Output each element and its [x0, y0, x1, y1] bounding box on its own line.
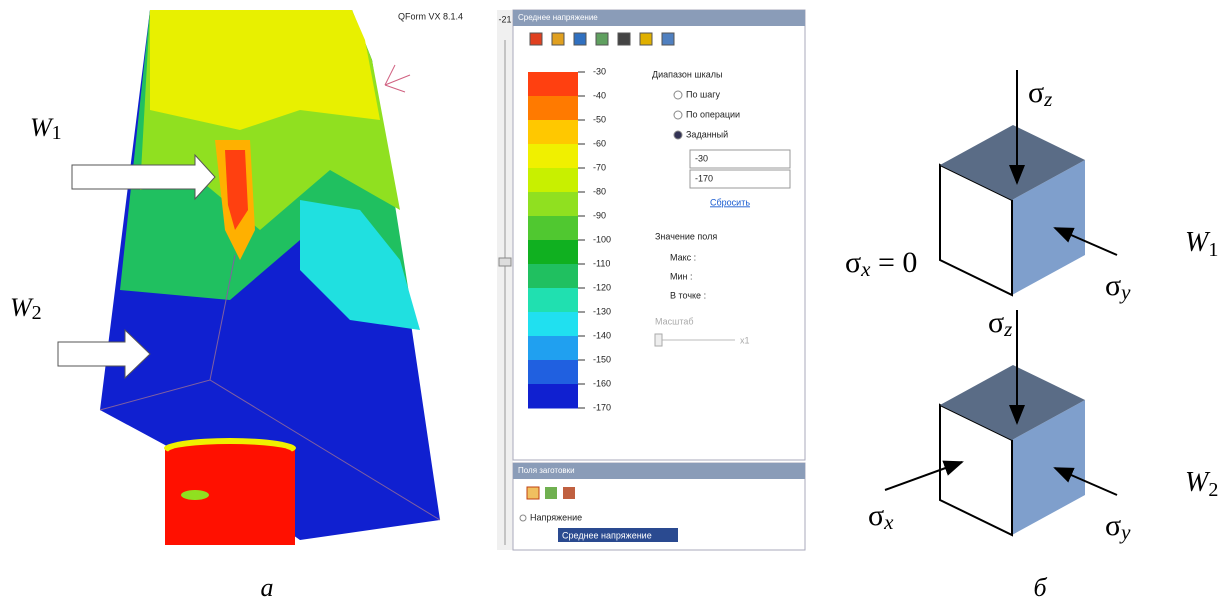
panel-title: Поля заготовки [518, 466, 575, 475]
legend-label: -120 [593, 282, 611, 292]
legend-band [528, 312, 578, 337]
w-label: W1 [1185, 227, 1218, 260]
sigma-x: σx = 0 [845, 246, 917, 281]
legend: -30 -40 -50 -60 -70 -80 -90 -100 -110 -120 -130 -14… [528, 66, 611, 412]
legend-label: -80 [593, 186, 606, 196]
legend-label: -30 [593, 66, 606, 76]
sigma-z: σz [1028, 76, 1052, 111]
legend-band [528, 216, 578, 241]
legend-band [528, 72, 578, 97]
legend-band [528, 192, 578, 217]
sigma-y: σy [1105, 509, 1131, 544]
radio-label[interactable]: Заданный [686, 129, 728, 139]
tree-item[interactable]: Напряжение [530, 512, 582, 522]
legend-label: -160 [593, 378, 611, 388]
legend-label: -60 [593, 138, 606, 148]
scale-label: Масштаб [655, 316, 694, 326]
legend-label: -100 [593, 234, 611, 244]
field-row: Макс : [670, 252, 696, 262]
toolbar-button[interactable] [618, 33, 630, 45]
toolbar-button[interactable] [662, 33, 674, 45]
contour-plot [58, 10, 440, 545]
legend-label: -110 [593, 258, 610, 268]
figure: W1 W2 QForm VX 8.1.4 -21 Среднее напряже… [0, 0, 1227, 604]
sigma-x: σx [868, 499, 894, 534]
panel-title: Среднее напряжение [518, 13, 598, 22]
legend-label: -140 [593, 330, 611, 340]
radio-label[interactable]: По операции [686, 109, 740, 119]
toolbar-button[interactable] [640, 33, 652, 45]
radio[interactable] [674, 111, 682, 119]
toolbar-button[interactable] [552, 33, 564, 45]
app-title: QForm VX 8.1.4 [398, 11, 463, 21]
radio[interactable] [674, 91, 682, 99]
toolbar [530, 33, 674, 45]
legend-band [528, 168, 578, 193]
legend-band [528, 120, 578, 145]
toolbar-button[interactable] [574, 33, 586, 45]
radio-label[interactable]: По шагу [686, 89, 720, 99]
legend-band [528, 360, 578, 385]
sigma-z: σz [988, 306, 1012, 341]
radio[interactable] [674, 131, 682, 139]
legend-label: -130 [593, 306, 611, 316]
legend-label: -50 [593, 114, 606, 124]
legend-label: -150 [593, 354, 611, 364]
slider-thumb[interactable] [499, 258, 511, 266]
scale-slider[interactable] [655, 334, 662, 346]
field-row: Мин : [670, 271, 693, 281]
legend-label: -40 [593, 90, 606, 100]
sigma-y: σy [1105, 269, 1131, 304]
stress-cube: σz σy σx = 0 W1 [845, 70, 1218, 304]
input-text: -170 [695, 173, 713, 183]
slider-value: -21 [498, 14, 511, 24]
field-title: Значение поля [655, 231, 717, 241]
input-text: -30 [695, 153, 708, 163]
field-row: В точке : [670, 290, 706, 300]
tree-item-selected[interactable]: Среднее напряжение [562, 530, 652, 540]
legend-label: -70 [593, 162, 606, 172]
range-title: Диапазон шкалы [652, 69, 723, 79]
w-label: W2 [1185, 467, 1218, 500]
reset-link[interactable]: Сбросить [710, 197, 750, 207]
toolbar-button[interactable] [530, 33, 542, 45]
legend-band [528, 144, 578, 169]
legend-label: -170 [593, 402, 611, 412]
stress-cube: σz σy σx W2 [868, 306, 1218, 544]
caption: а [261, 573, 274, 602]
legend-band [528, 264, 578, 289]
legend-label: -90 [593, 210, 606, 220]
caption: б [1033, 573, 1047, 602]
w1-label: W1 [30, 113, 62, 144]
w2-label: W2 [10, 293, 42, 324]
legend-band [528, 288, 578, 313]
legend-band [528, 96, 578, 121]
legend-band [528, 240, 578, 265]
toolbar-button[interactable] [596, 33, 608, 45]
legend-band [528, 384, 578, 409]
legend-band [528, 336, 578, 361]
scale-value: x1 [740, 335, 750, 345]
